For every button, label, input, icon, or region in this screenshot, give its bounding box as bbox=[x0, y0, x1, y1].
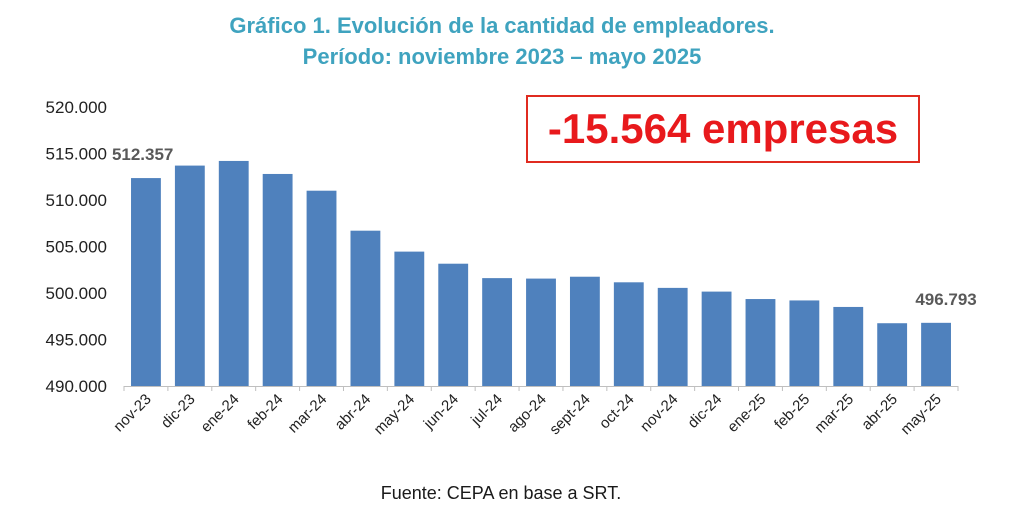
bar bbox=[613, 282, 644, 386]
x-tick-label: nov-24 bbox=[637, 391, 681, 435]
bar bbox=[438, 263, 469, 386]
bar bbox=[174, 165, 205, 386]
bar bbox=[745, 299, 776, 386]
x-tick-label: jun-24 bbox=[420, 391, 462, 433]
callout-text: -15.564 empresas bbox=[547, 105, 899, 152]
data-label: 496.793 bbox=[915, 290, 976, 309]
bar bbox=[131, 178, 161, 386]
bar bbox=[306, 190, 337, 386]
bar bbox=[789, 300, 820, 386]
x-tick-label: abr-25 bbox=[858, 391, 901, 434]
x-tick-label: feb-24 bbox=[244, 391, 286, 433]
x-tick-label: may-24 bbox=[371, 391, 418, 438]
chart-title-line1: Gráfico 1. Evolución de la cantidad de e… bbox=[229, 13, 775, 38]
source-note: Fuente: CEPA en base a SRT. bbox=[380, 483, 622, 503]
y-tick-label: 510.000 bbox=[46, 191, 107, 210]
bar bbox=[350, 230, 381, 386]
x-tick-label: may-25 bbox=[897, 391, 944, 438]
x-tick-label: abr-24 bbox=[332, 391, 375, 434]
bar bbox=[526, 278, 556, 386]
bar bbox=[701, 291, 732, 386]
x-tick-label: ago-24 bbox=[505, 391, 550, 436]
y-tick-label: 500.000 bbox=[46, 284, 107, 303]
y-tick-label: 520.000 bbox=[46, 98, 107, 117]
bar bbox=[921, 322, 951, 386]
x-tick-label: nov-23 bbox=[110, 391, 154, 435]
bar bbox=[218, 160, 249, 386]
bar bbox=[877, 323, 908, 386]
x-tick-label: ene-25 bbox=[724, 391, 769, 436]
bar bbox=[657, 287, 688, 386]
bar bbox=[569, 276, 600, 386]
x-tick-label: sept-24 bbox=[546, 391, 593, 438]
y-tick-label: 505.000 bbox=[46, 238, 107, 257]
x-tick-label: mar-25 bbox=[811, 391, 857, 437]
y-tick-label: 490.000 bbox=[46, 377, 107, 396]
x-tick-label: oct-24 bbox=[596, 391, 638, 433]
bar bbox=[262, 173, 293, 386]
x-tick-label: ene-24 bbox=[198, 391, 243, 436]
y-tick-label: 515.000 bbox=[46, 145, 107, 164]
data-label: 512.357 bbox=[112, 145, 173, 164]
x-tick-label: mar-24 bbox=[285, 391, 331, 437]
chart-title-line2: Período: noviembre 2023 – mayo 2025 bbox=[302, 44, 702, 69]
bar bbox=[833, 306, 864, 386]
chart-title: Gráfico 1. Evolución de la cantidad de e… bbox=[0, 10, 1004, 72]
x-tick-label: dic-23 bbox=[158, 391, 199, 432]
bar bbox=[394, 251, 425, 386]
bar bbox=[482, 278, 513, 386]
y-tick-label: 495.000 bbox=[46, 331, 107, 350]
x-tick-label: jul-24 bbox=[467, 391, 506, 430]
x-tick-label: feb-25 bbox=[771, 391, 813, 433]
callout-box: -15.564 empresas bbox=[526, 95, 920, 163]
x-tick-label: dic-24 bbox=[684, 391, 725, 432]
